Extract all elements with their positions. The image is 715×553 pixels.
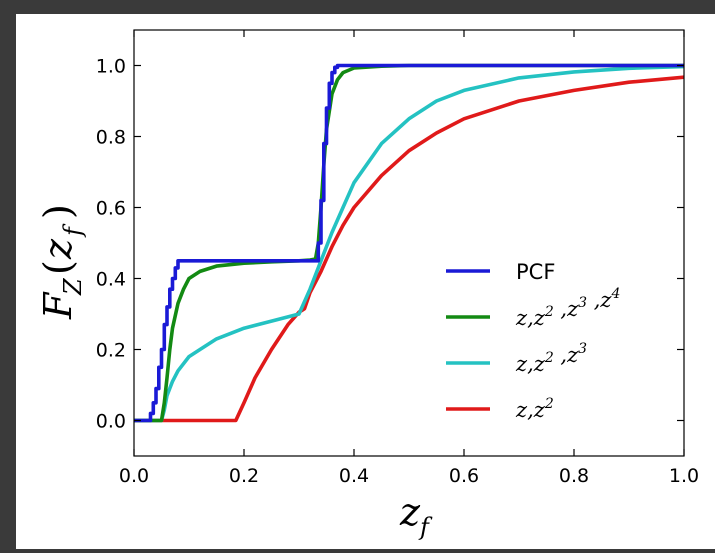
x-axis-label-sub: f: [418, 513, 433, 541]
x-tick-label: 1.0: [669, 465, 699, 487]
x-tick-label: 0.2: [229, 465, 259, 487]
figure-frame: 0.0 0.2 0.4 0.6 0.8 1.0 0.0 0.2 0.4 0.6 0.8 1.0 PCF…: [16, 14, 715, 549]
x-tick-label: 0.8: [559, 465, 589, 487]
y-axis-label-close-paren: ): [36, 204, 80, 219]
x-tick-label: 0.4: [339, 465, 369, 487]
plot-area-frame: [133, 29, 685, 457]
y-axis-label: F Z ( z f ): [36, 204, 87, 320]
y-axis-label-open-paren: (: [36, 260, 80, 275]
y-tick-label: 0.6: [96, 198, 126, 220]
y-tick-label: 1.0: [96, 56, 126, 78]
legend-label-1: z,z2 ,z3 ,z4: [515, 286, 620, 330]
axis-ticks: 0.0 0.2 0.4 0.6 0.8 1.0 0.0 0.2 0.4 0.6 0.8 1.0: [96, 30, 699, 487]
y-axis-label-sub-Z: Z: [59, 277, 87, 296]
series-layer: [134, 63, 684, 423]
x-tick-label: 0.6: [449, 465, 479, 487]
x-axis-label-main: z: [399, 490, 421, 534]
y-tick-label: 0.8: [96, 127, 126, 149]
series-line-0: [134, 63, 684, 423]
legend-label-0: PCF: [516, 260, 555, 284]
series-line-2: [134, 64, 684, 423]
y-axis-label-F: F: [36, 291, 80, 320]
x-tick-label: 0.0: [119, 465, 149, 487]
y-tick-label: 0.0: [96, 411, 126, 433]
cdf-line-chart: 0.0 0.2 0.4 0.6 0.8 1.0 0.0 0.2 0.4 0.6 0.8 1.0 PCF…: [36, 29, 699, 541]
x-axis-label: z f: [399, 490, 433, 541]
series-line-3: [134, 75, 684, 423]
y-tick-label: 0.2: [96, 340, 126, 362]
legend-label-2: z,z2 ,z3: [515, 341, 587, 376]
y-axis-label-z: z: [36, 238, 80, 260]
y-axis-label-sub-f: f: [59, 223, 87, 238]
y-tick-label: 0.4: [96, 269, 126, 291]
legend-label-3: z,z2: [515, 396, 554, 422]
